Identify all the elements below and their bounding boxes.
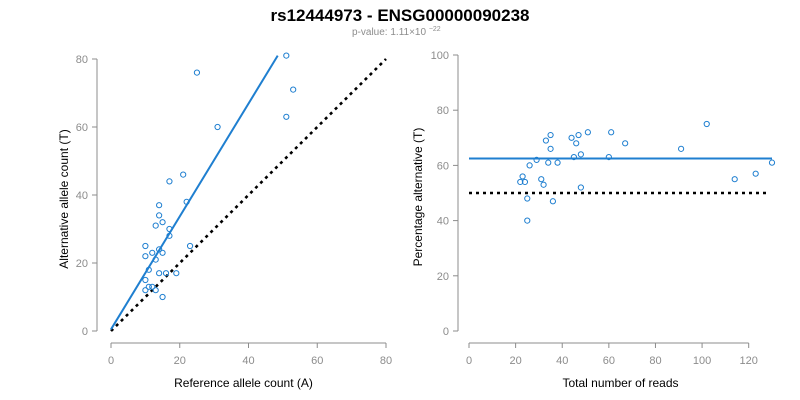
data-point [156, 270, 163, 277]
y-tick-label: 0 [443, 326, 449, 338]
left-panel: 0 20 40 60 80 0 20 40 60 80 Reference allele count… [57, 52, 392, 390]
data-point [193, 69, 201, 76]
x-tick-label: 100 [693, 355, 711, 367]
data-point [214, 123, 221, 131]
fit-line [110, 55, 279, 330]
data-point [283, 52, 290, 59]
x-tick-label: 0 [108, 355, 114, 367]
data-point [524, 217, 531, 224]
y-tick-label: 80 [437, 105, 449, 117]
data-point [152, 222, 159, 229]
x-tick-label: 120 [740, 355, 758, 367]
data-point [156, 246, 163, 253]
data-point [605, 154, 612, 161]
pvalue-text: p-value: 1.11×10 [352, 27, 426, 38]
x-tick-label: 80 [380, 355, 392, 367]
data-point [768, 159, 776, 166]
data-point [166, 178, 173, 185]
y-tick-label: 0 [82, 326, 88, 338]
x-tick-label: 60 [603, 355, 615, 367]
pvalue-subtitle: p-value: 1.11×10 −22 [352, 26, 441, 38]
data-point [575, 131, 582, 139]
y-tick-label: 60 [76, 122, 88, 134]
data-point [290, 86, 297, 93]
data-point [166, 225, 173, 233]
x-axis-label: Total number of reads [562, 376, 678, 390]
x-tick-label: 80 [649, 355, 661, 367]
x-tick-label: 20 [509, 355, 521, 367]
data-point [545, 159, 552, 166]
data-point [526, 162, 533, 169]
x-tick-label: 60 [311, 355, 323, 367]
data-point [568, 134, 575, 141]
data-point [554, 159, 561, 166]
data-point [180, 171, 187, 178]
x-tick-label: 40 [242, 355, 254, 367]
x-tick-label: 0 [466, 355, 472, 367]
data-point [703, 120, 710, 128]
right-panel: 0 20 40 60 80 100 120 0 20 40 60 80 100 Total number … [411, 50, 776, 390]
x-tick-label: 20 [174, 355, 186, 367]
data-point [573, 140, 580, 147]
data-point [156, 212, 163, 219]
data-point [156, 202, 163, 209]
data-point [142, 253, 149, 260]
data-point [152, 287, 159, 294]
data-point [547, 131, 554, 139]
pvalue-exponent: −22 [429, 26, 441, 33]
data-point [173, 270, 180, 277]
data-point [521, 178, 529, 186]
data-point [162, 270, 170, 277]
data-point [183, 198, 190, 205]
data-point [166, 232, 173, 239]
data-point [577, 151, 584, 158]
data-point [533, 156, 540, 163]
reference-line [110, 58, 387, 332]
data-point [538, 176, 545, 183]
data-point [149, 283, 156, 290]
data-point [142, 242, 149, 250]
data-point [159, 293, 166, 301]
data-point [283, 113, 290, 120]
data-point [752, 170, 759, 177]
data-point [159, 219, 166, 226]
y-axis-label: Percentage alternative (T) [411, 128, 425, 267]
data-point [547, 145, 554, 152]
data-point [608, 129, 615, 136]
data-point [142, 276, 149, 284]
figure-title: rs12444973 - ENSG00000090238 [271, 6, 530, 25]
x-tick-label: 40 [556, 355, 568, 367]
y-axis-label: Alternative allele count (T) [57, 129, 71, 268]
data-point [622, 140, 629, 147]
data-point [584, 129, 591, 136]
data-point [159, 249, 166, 256]
data-point [145, 266, 152, 273]
data-point [524, 195, 531, 202]
x-axis-label: Reference allele count (A) [174, 376, 313, 390]
data-point [731, 176, 738, 183]
data-point [570, 154, 577, 161]
y-tick-label: 60 [437, 160, 449, 172]
data-point [577, 184, 584, 191]
y-tick-label: 80 [76, 54, 88, 66]
data-point [149, 249, 156, 256]
data-point [186, 242, 194, 250]
data-point [678, 145, 685, 152]
y-tick-label: 40 [437, 216, 449, 228]
data-point [519, 173, 526, 180]
data-point [517, 178, 524, 186]
y-tick-label: 40 [76, 190, 88, 202]
data-point [152, 256, 159, 263]
data-point [142, 287, 149, 294]
data-point [549, 198, 557, 205]
data-point [542, 137, 550, 144]
data-point [540, 181, 547, 188]
y-tick-label: 20 [437, 271, 449, 283]
y-tick-label: 100 [431, 50, 449, 62]
data-point [145, 283, 152, 290]
y-tick-label: 20 [76, 258, 88, 270]
